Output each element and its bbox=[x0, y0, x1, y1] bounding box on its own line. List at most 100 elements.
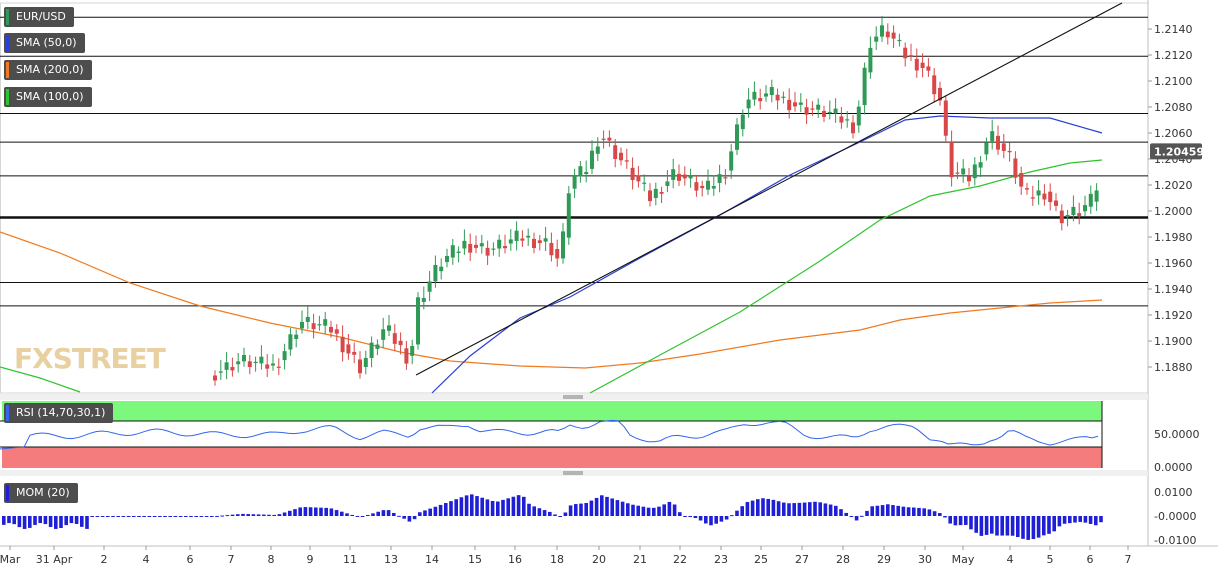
mom-bar bbox=[386, 510, 391, 516]
mom-bar bbox=[589, 500, 594, 516]
candle-body bbox=[346, 344, 351, 354]
mom-bar bbox=[194, 516, 198, 517]
mom-bar bbox=[189, 516, 193, 517]
support-resistance-levels bbox=[0, 16, 1148, 307]
mom-bar bbox=[116, 516, 120, 517]
candle-body bbox=[642, 182, 647, 184]
mom-bar bbox=[360, 516, 365, 517]
mom-bar bbox=[28, 516, 32, 528]
mom-bar bbox=[33, 516, 37, 525]
mom-bar bbox=[314, 507, 318, 516]
candle-body bbox=[706, 180, 710, 190]
mom-bar bbox=[475, 496, 479, 516]
candle-body bbox=[520, 238, 525, 241]
mom-bar bbox=[392, 512, 396, 516]
mom-bar bbox=[818, 502, 822, 516]
candle-body bbox=[624, 160, 629, 162]
candle-body bbox=[421, 297, 426, 302]
mom-bar bbox=[1068, 516, 1072, 524]
candle-body bbox=[276, 366, 281, 368]
mom-bar bbox=[761, 498, 765, 516]
mom-bar bbox=[230, 514, 235, 516]
candle-body bbox=[468, 243, 473, 253]
candle-body bbox=[369, 342, 374, 358]
mom-bar bbox=[496, 501, 500, 516]
candle-body bbox=[723, 177, 728, 179]
sma100-swatch bbox=[6, 89, 9, 105]
mom-bar bbox=[688, 516, 692, 518]
candle-body bbox=[305, 316, 310, 322]
date-tick-label: 30 bbox=[918, 553, 932, 566]
mom-bar bbox=[776, 501, 781, 516]
rsi-line bbox=[0, 419, 1099, 450]
fxstreet-logo: FXSTREET bbox=[14, 342, 166, 375]
rsi-text: RSI (14,70,30,1) bbox=[16, 406, 106, 419]
price-axis: 1.21401.21201.21001.20801.20601.20401.20… bbox=[1148, 23, 1193, 374]
mom-bar bbox=[693, 516, 698, 519]
mom-bar bbox=[1016, 516, 1020, 538]
sma100-text: SMA (100,0) bbox=[16, 90, 84, 103]
mom-bar bbox=[340, 511, 344, 516]
mom-bar bbox=[22, 516, 27, 529]
mom-bar bbox=[267, 514, 271, 516]
candle-body bbox=[392, 333, 397, 344]
candle-body bbox=[416, 297, 420, 345]
price-tick-label: 1.2080 bbox=[1154, 101, 1193, 114]
mom-bar bbox=[553, 514, 557, 516]
rsi-label[interactable]: RSI (14,70,30,1) bbox=[4, 403, 114, 423]
mom-bar bbox=[709, 516, 713, 526]
candle-body bbox=[433, 264, 438, 282]
mom-bar bbox=[38, 516, 42, 524]
candle-body bbox=[630, 167, 635, 181]
date-tick-label: 6 bbox=[1087, 553, 1094, 566]
mom-bar bbox=[246, 514, 250, 516]
price-badge-text: 1.20459 bbox=[1154, 145, 1204, 158]
mom-bar bbox=[319, 507, 323, 516]
candle-body bbox=[329, 326, 333, 333]
sma200-label[interactable]: SMA (200,0) bbox=[4, 60, 92, 80]
candle-body bbox=[938, 87, 942, 101]
date-tick-label: 4 bbox=[143, 553, 150, 566]
price-tick-label: 1.1920 bbox=[1154, 309, 1193, 322]
candle-body bbox=[1094, 190, 1099, 202]
mom-bar bbox=[376, 511, 380, 516]
sma100-label[interactable]: SMA (100,0) bbox=[4, 87, 92, 107]
candle-body bbox=[607, 137, 612, 141]
mom-bar bbox=[158, 516, 162, 517]
candle-body bbox=[474, 244, 478, 248]
mom-bar bbox=[282, 512, 287, 516]
candle-body bbox=[445, 255, 449, 263]
candle-body bbox=[404, 348, 409, 364]
candle-body bbox=[671, 169, 676, 180]
mom-bar bbox=[662, 504, 666, 516]
candle-body bbox=[851, 122, 855, 134]
mom-bar bbox=[1088, 516, 1093, 524]
mom-bar bbox=[860, 515, 864, 517]
sma100-line-left bbox=[0, 366, 81, 393]
candle-body bbox=[827, 111, 832, 114]
mom-bar bbox=[610, 498, 614, 516]
mom-bar bbox=[454, 499, 458, 516]
candle-body bbox=[282, 351, 287, 361]
sma50-label[interactable]: SMA (50,0) bbox=[4, 33, 85, 53]
mom-bar bbox=[90, 516, 94, 517]
rising-trendline bbox=[415, 2, 1123, 376]
mom-label[interactable]: MOM (20) bbox=[4, 483, 78, 503]
candle-body bbox=[943, 100, 948, 136]
candle-body bbox=[769, 86, 774, 96]
date-tick-label: 25 bbox=[754, 553, 768, 566]
mom-bar bbox=[1021, 516, 1025, 539]
mom-bar bbox=[2, 516, 6, 525]
mom-bar bbox=[922, 508, 926, 516]
mom-bar bbox=[69, 516, 74, 524]
candle-body bbox=[566, 193, 571, 238]
candle-body bbox=[427, 281, 432, 292]
candle-body bbox=[862, 67, 867, 106]
date-tick-label: 27 bbox=[795, 553, 809, 566]
date-tick-label: 6 bbox=[187, 553, 194, 566]
mom-bar bbox=[626, 503, 630, 516]
mom-bar bbox=[964, 516, 968, 525]
mom-bar bbox=[745, 502, 750, 516]
symbol-label[interactable]: EUR/USD bbox=[4, 7, 74, 27]
